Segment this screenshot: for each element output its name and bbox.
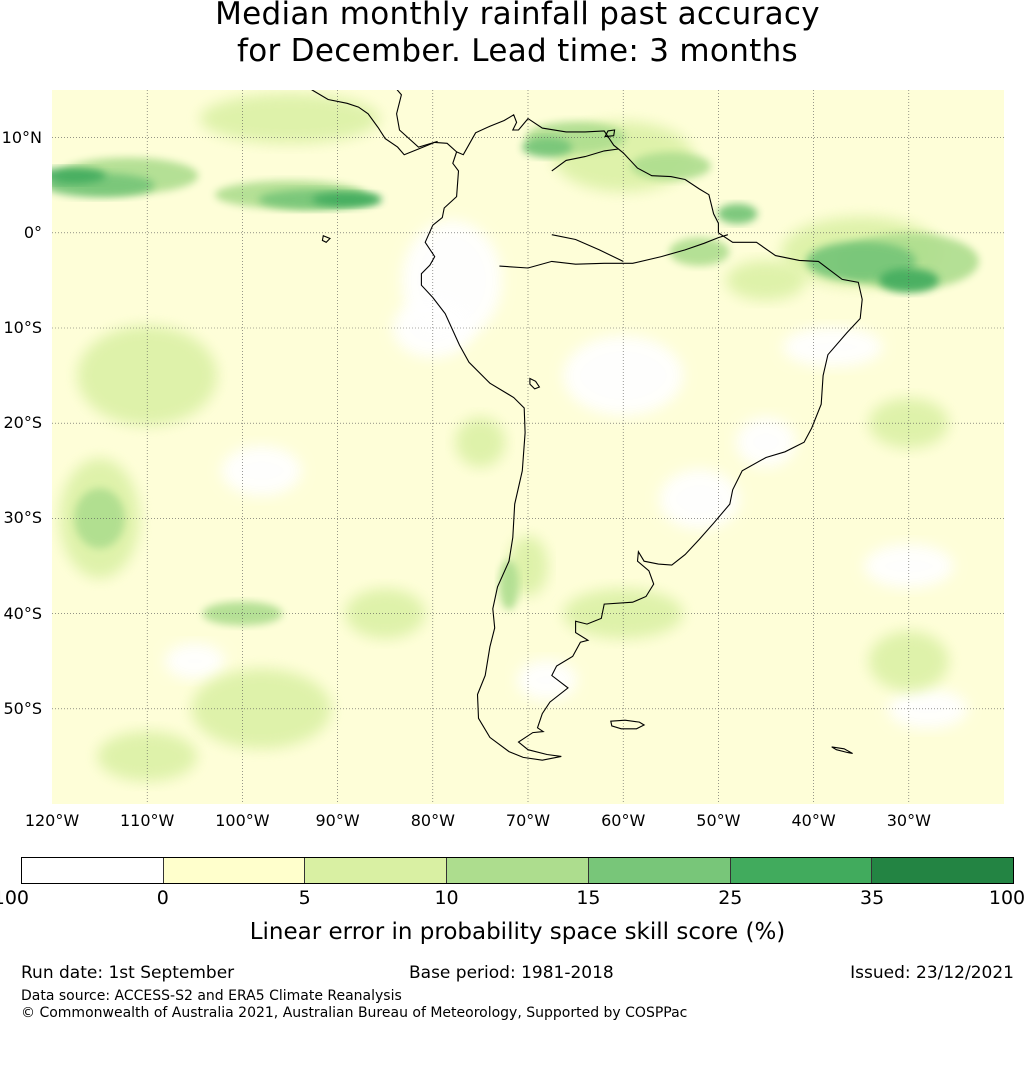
central-america-pacific-coast — [311, 90, 457, 156]
colorbar-segment — [163, 858, 306, 883]
orinoco-river — [551, 148, 619, 172]
south-america-coast — [420, 113, 863, 761]
lake-titicaca — [529, 377, 541, 390]
colorbar — [21, 857, 1014, 884]
title-line-1: Median monthly rainfall past accuracy — [215, 0, 820, 32]
galapagos-islands — [321, 234, 331, 243]
latitude-label: 30°S — [3, 508, 42, 528]
longitude-label: 110°W — [120, 811, 175, 830]
jamaica — [449, 57, 468, 63]
rio-negro — [551, 234, 624, 262]
colorbar-segment — [872, 858, 1014, 883]
colorbar-tick-label: 35 — [860, 887, 885, 909]
longitude-label: 90°W — [315, 811, 360, 830]
colorbar-tick-label: -100 — [0, 887, 29, 909]
run-date: Run date: 1st September — [21, 963, 235, 983]
latitude-label: 10°N — [1, 127, 42, 147]
latitude-label: 50°S — [3, 698, 42, 718]
base-period: Base period: 1981-2018 — [409, 963, 614, 983]
colorbar-segment — [447, 858, 589, 883]
longitude-label: 40°W — [791, 811, 836, 830]
colorbar-tick-label: 10 — [434, 887, 459, 909]
amazon-river — [499, 234, 729, 269]
longitude-label: 50°W — [696, 811, 741, 830]
south-georgia — [831, 746, 853, 755]
colorbar-label: Linear error in probability space skill … — [249, 919, 786, 945]
longitude-label: 60°W — [601, 811, 646, 830]
colorbar-segment — [305, 858, 448, 883]
data-source: Data source: ACCESS-S2 and ERA5 Climate … — [21, 988, 402, 1004]
longitude-label: 120°W — [24, 811, 80, 830]
title-line-2: for December. Lead time: 3 months — [237, 33, 798, 69]
longitude-label: 30°W — [886, 811, 931, 830]
colorbar-tick-label: 100 — [988, 887, 1026, 909]
longitude-label: 80°W — [410, 811, 455, 830]
central-america-caribbean-coast — [396, 90, 438, 148]
issued-date: Issued: 23/12/2021 — [850, 963, 1014, 983]
latitude-label: 20°S — [3, 413, 42, 433]
colorbar-segment — [730, 858, 873, 883]
longitude-label: 70°W — [505, 811, 551, 830]
colorbar-tick-label: 25 — [718, 887, 743, 909]
copyright: © Commonwealth of Australia 2021, Austra… — [21, 1005, 688, 1021]
colorbar-segment — [22, 858, 164, 883]
falkland-islands — [610, 719, 646, 730]
skill-field — [52, 93, 979, 782]
coastline — [311, 43, 863, 761]
colorbar-tick-label: 15 — [576, 887, 601, 909]
map-title: Median monthly rainfall past accuracy fo… — [0, 0, 1035, 70]
latitude-label: 10°S — [3, 318, 42, 337]
latitude-label: 40°S — [3, 603, 42, 623]
colorbar-tick-label: 0 — [156, 887, 169, 909]
graticule — [52, 90, 1004, 804]
colorbar-segment — [588, 858, 731, 883]
hispaniola — [480, 43, 542, 61]
latitude-label: 0° — [23, 222, 42, 242]
colorbar-tick-label: 5 — [298, 887, 311, 909]
trinidad — [604, 129, 616, 138]
longitude-label: 100°W — [215, 811, 270, 830]
